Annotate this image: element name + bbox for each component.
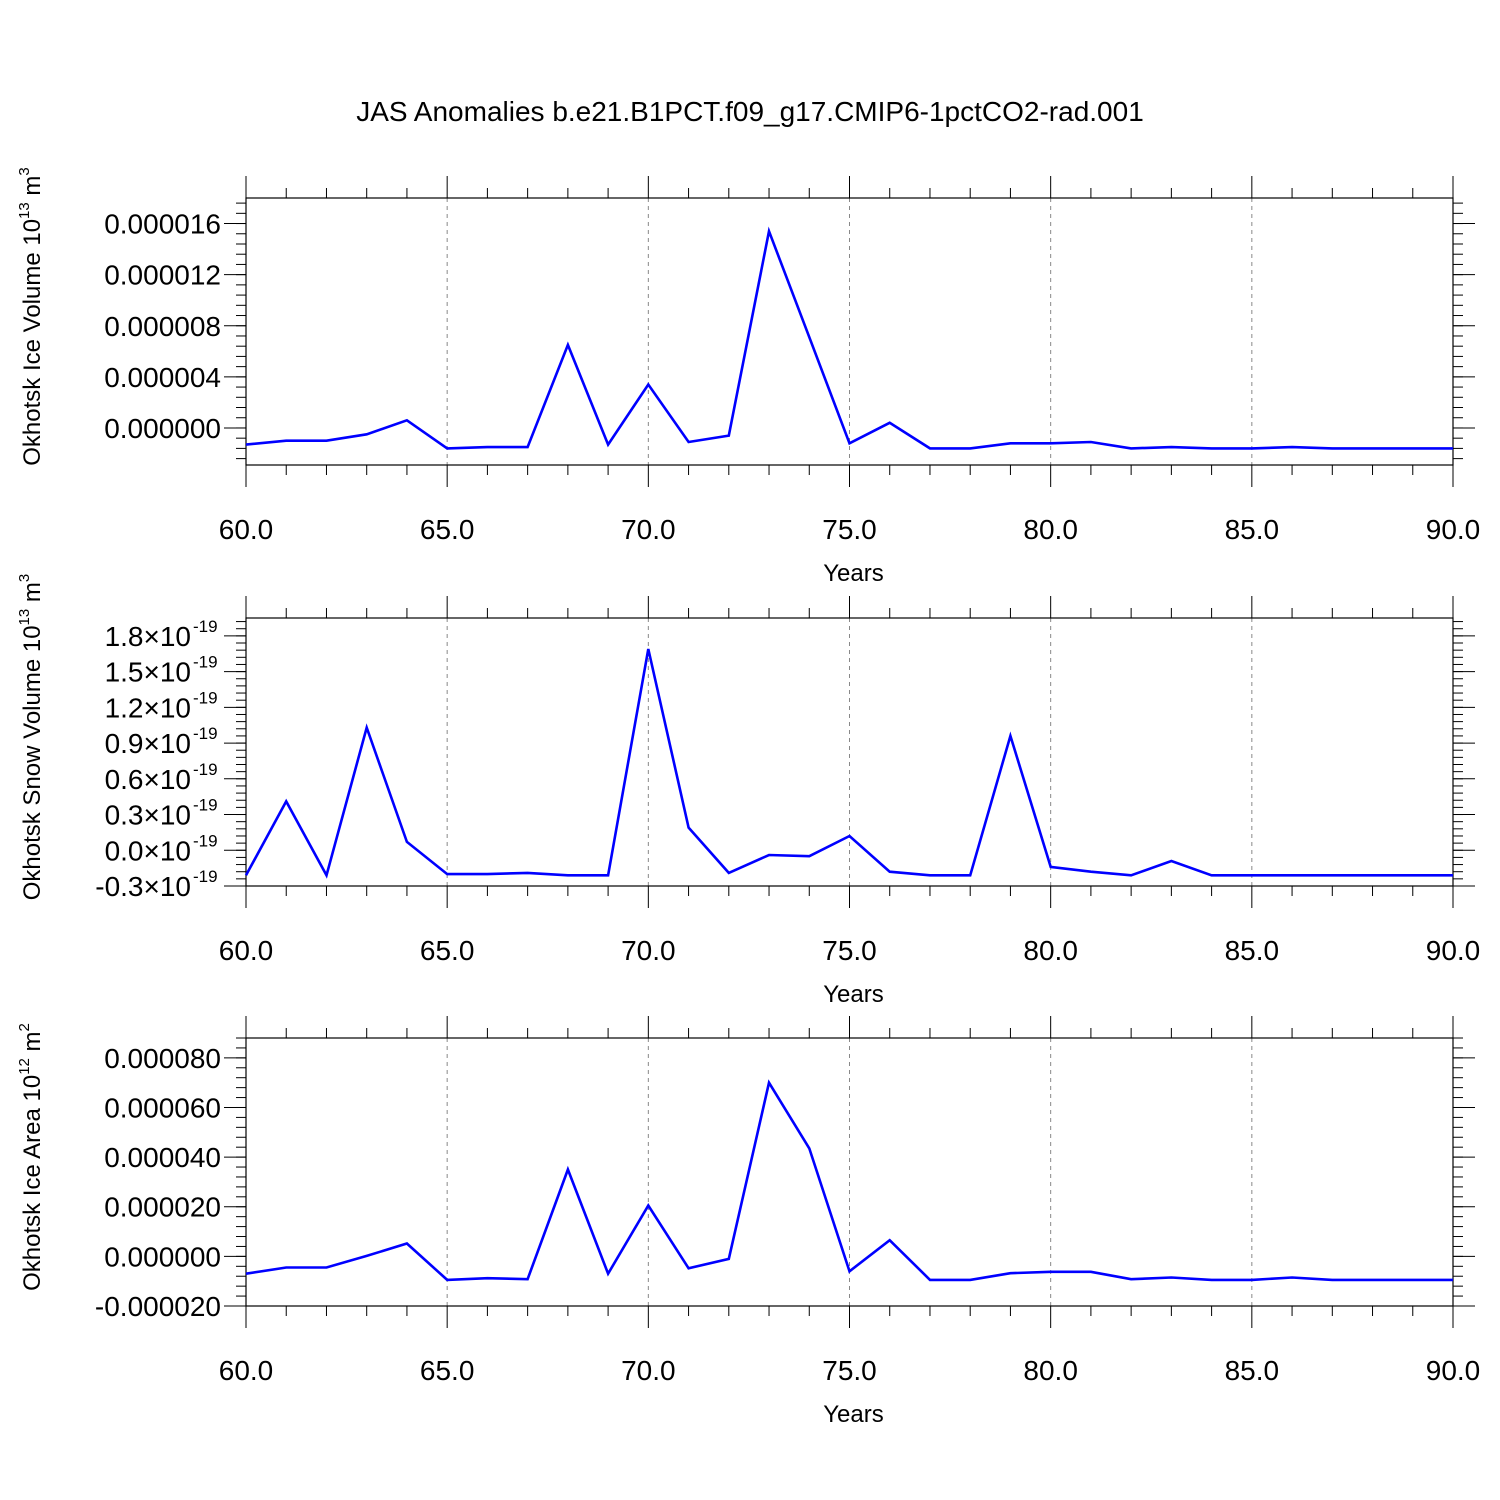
x-tick-label: 70.0 <box>621 935 676 966</box>
x-axis-label: Years <box>823 981 884 1008</box>
series-line <box>244 648 1453 879</box>
y-tick-label: 0.000000 <box>104 1241 221 1272</box>
y-tick-label: 0.6×10 <box>105 764 191 795</box>
x-tick-label: 65.0 <box>420 514 475 545</box>
snow-volume-panel: -0.3×10 -190.0×10 -190.3×10 -190.6×10 -190.9… <box>16 574 1480 1008</box>
y-axis-label: Okhotsk Ice Area 1012 m2 <box>16 1023 46 1291</box>
y-tick-label: 1.5×10 <box>105 657 191 688</box>
x-tick-label: 80.0 <box>1023 1355 1078 1386</box>
x-tick-label: 75.0 <box>822 514 877 545</box>
y-axis-unit-exponent: 13 <box>16 609 33 626</box>
x-axis-label: Years <box>823 1401 884 1428</box>
x-tick-label: 75.0 <box>822 1355 877 1386</box>
y-tick-exponent: -19 <box>193 831 218 850</box>
y-tick-label: 1.2×10 <box>105 692 191 723</box>
y-tick-label: 0.000004 <box>104 362 221 393</box>
y-axis-unit: m <box>19 582 46 609</box>
y-tick-exponent: -19 <box>193 867 218 886</box>
plot-frame <box>245 617 1454 887</box>
x-tick-label: 80.0 <box>1023 935 1078 966</box>
plot-frame <box>245 197 1454 466</box>
x-tick-label: 65.0 <box>420 1355 475 1386</box>
y-tick-label: 0.000012 <box>104 260 221 291</box>
x-tick-label: 65.0 <box>420 935 475 966</box>
plot-frame <box>245 1037 1454 1307</box>
y-tick-label: -0.000020 <box>95 1291 221 1322</box>
x-tick-label: 85.0 <box>1225 514 1280 545</box>
x-tick-label: 85.0 <box>1225 1355 1280 1386</box>
y-tick-label: 0.9×10 <box>105 728 191 759</box>
x-tick-label: 75.0 <box>822 935 877 966</box>
y-tick-exponent: -19 <box>193 796 218 815</box>
x-tick-label: 80.0 <box>1023 514 1078 545</box>
ice-volume-panel: 0.000000 0.000004 0.000008 0.000012 0.000016… <box>16 167 1480 587</box>
y-axis-label-text: Okhotsk Snow Volume 10 <box>19 625 46 900</box>
series-line <box>245 1079 1453 1282</box>
y-tick-label: 0.000020 <box>104 1192 221 1223</box>
y-axis-label-text: Okhotsk Ice Volume 10 <box>19 219 46 466</box>
y-tick-exponent: -19 <box>193 688 218 707</box>
y-tick-label: 0.0×10 <box>105 835 191 866</box>
x-tick-label: 90.0 <box>1426 935 1481 966</box>
y-axis-label-text: Okhotsk Ice Area 10 <box>19 1075 46 1291</box>
x-tick-label: 60.0 <box>219 935 274 966</box>
series-line <box>245 226 1453 450</box>
y-axis-unit-exponent: 2 <box>16 1023 33 1031</box>
y-tick-exponent: -19 <box>193 617 218 636</box>
x-tick-label: 60.0 <box>219 1355 274 1386</box>
y-axis-unit-exponent: 3 <box>16 574 33 582</box>
y-axis-unit: m <box>19 1031 46 1058</box>
y-tick-label: 1.8×10 <box>105 621 191 652</box>
y-tick-label: 0.000008 <box>104 311 221 342</box>
y-tick-exponent: -19 <box>193 724 218 743</box>
x-tick-label: 70.0 <box>621 1355 676 1386</box>
y-tick-exponent: -19 <box>193 653 218 672</box>
y-tick-exponent: -19 <box>193 760 218 779</box>
y-tick-label: 0.000060 <box>104 1092 221 1123</box>
x-tick-label: 90.0 <box>1426 1355 1481 1386</box>
y-tick-label: -0.3×10 <box>95 871 191 902</box>
y-tick-label: 0.000000 <box>104 413 221 444</box>
y-axis-unit-exponent: 12 <box>16 1058 33 1075</box>
y-axis-unit-exponent: 13 <box>16 202 33 219</box>
x-tick-label: 70.0 <box>621 514 676 545</box>
ice-area-panel: -0.000020 0.000000 0.000020 0.000040 0.00006… <box>16 1016 1480 1428</box>
y-tick-label: 0.000040 <box>104 1142 221 1173</box>
y-axis-unit: m <box>19 176 46 203</box>
x-tick-label: 90.0 <box>1426 514 1481 545</box>
y-tick-label: 0.000016 <box>104 209 221 240</box>
x-axis-label: Years <box>823 560 884 587</box>
y-tick-label: 0.3×10 <box>105 800 191 831</box>
x-tick-label: 60.0 <box>219 514 274 545</box>
y-axis-unit-exponent: 3 <box>16 167 33 175</box>
chart-title: JAS Anomalies b.e21.B1PCT.f09_g17.CMIP6-… <box>356 96 1144 127</box>
y-axis-label: Okhotsk Ice Volume 1013 m3 <box>16 167 46 466</box>
y-axis-label: Okhotsk Snow Volume 1013 m3 <box>16 574 46 901</box>
y-tick-label: 0.000080 <box>104 1043 221 1074</box>
x-tick-label: 85.0 <box>1225 935 1280 966</box>
